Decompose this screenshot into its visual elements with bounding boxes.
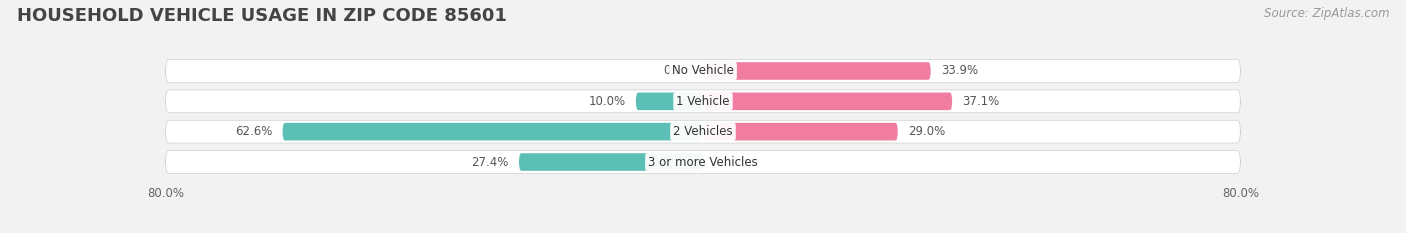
FancyBboxPatch shape <box>166 151 1240 173</box>
FancyBboxPatch shape <box>703 62 931 80</box>
Text: Source: ZipAtlas.com: Source: ZipAtlas.com <box>1264 7 1389 20</box>
Text: 29.0%: 29.0% <box>908 125 945 138</box>
FancyBboxPatch shape <box>703 93 952 110</box>
Text: 0.0%: 0.0% <box>664 65 693 78</box>
FancyBboxPatch shape <box>166 120 1240 143</box>
FancyBboxPatch shape <box>166 90 1240 113</box>
Text: HOUSEHOLD VEHICLE USAGE IN ZIP CODE 85601: HOUSEHOLD VEHICLE USAGE IN ZIP CODE 8560… <box>17 7 506 25</box>
Text: 3 or more Vehicles: 3 or more Vehicles <box>648 155 758 168</box>
Text: 10.0%: 10.0% <box>589 95 626 108</box>
Text: 0.0%: 0.0% <box>713 155 742 168</box>
Text: 27.4%: 27.4% <box>471 155 509 168</box>
FancyBboxPatch shape <box>519 153 703 171</box>
Text: 33.9%: 33.9% <box>941 65 979 78</box>
FancyBboxPatch shape <box>166 60 1240 82</box>
Text: 37.1%: 37.1% <box>962 95 1000 108</box>
FancyBboxPatch shape <box>283 123 703 140</box>
Text: 2 Vehicles: 2 Vehicles <box>673 125 733 138</box>
Text: 62.6%: 62.6% <box>235 125 273 138</box>
Text: 1 Vehicle: 1 Vehicle <box>676 95 730 108</box>
FancyBboxPatch shape <box>703 123 898 140</box>
FancyBboxPatch shape <box>636 93 703 110</box>
Text: No Vehicle: No Vehicle <box>672 65 734 78</box>
